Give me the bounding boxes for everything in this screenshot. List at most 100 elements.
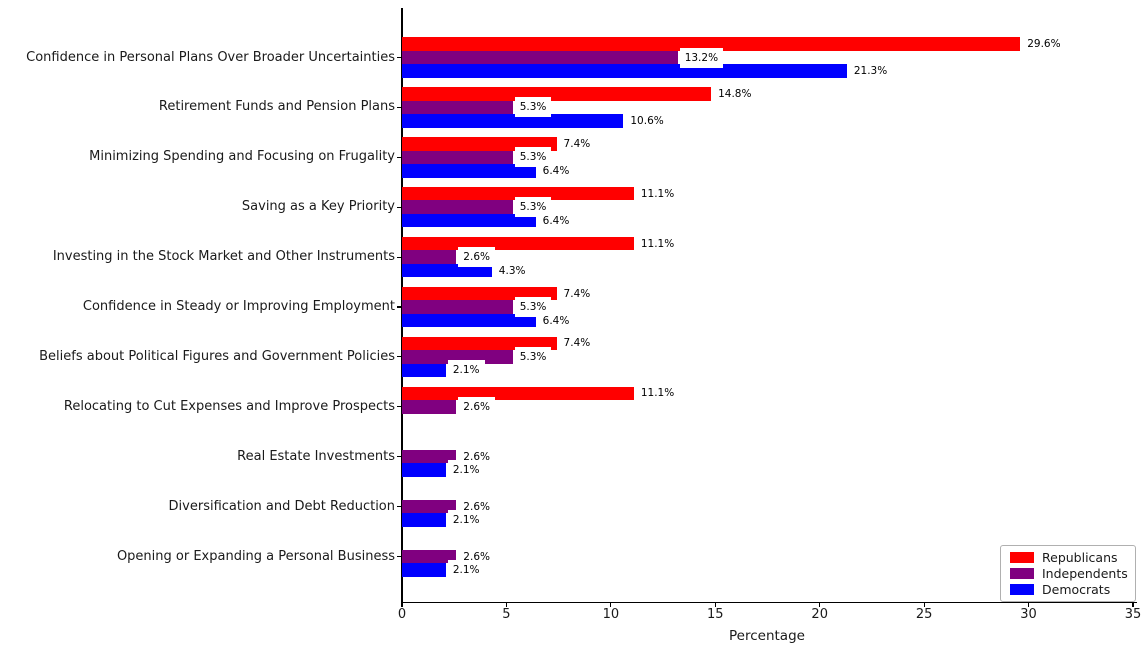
value-label: 6.4% — [537, 310, 575, 331]
category-label-real-estate-investments: Real Estate Investments — [237, 448, 395, 464]
bar-independents-real-estate-investments — [402, 449, 457, 464]
value-label: 21.3% — [848, 61, 893, 81]
y-tick-mark — [397, 206, 401, 208]
x-tick-mark — [819, 602, 821, 607]
category-label-opening-or-expanding-a-personal-business: Opening or Expanding a Personal Business — [116, 548, 395, 564]
bar-republicans-minimizing-spending-and-focusi — [402, 137, 557, 151]
value-label: 2.1% — [447, 560, 485, 580]
x-tick-mark — [714, 602, 716, 607]
y-tick-mark — [397, 406, 401, 408]
bar-independents-beliefs-about-political-figure — [402, 350, 513, 364]
bar-democrats-beliefs-about-political-figure — [402, 363, 446, 378]
value-label: 13.2% — [679, 47, 724, 68]
legend: Republicans Independents Democrats — [1000, 545, 1136, 602]
bar-democrats-investing-in-the-stock-market- — [402, 263, 492, 278]
x-axis-spine — [401, 601, 1137, 603]
bar-democrats-saving-as-a-key-priority — [402, 213, 536, 228]
bar-independents-investing-in-the-stock-market- — [402, 250, 457, 264]
category-label-diversification-and-debt-reduction: Diversification and Debt Reduction — [168, 498, 395, 514]
y-axis-spine — [401, 8, 403, 603]
bar-democrats-minimizing-spending-and-focusi — [402, 164, 536, 178]
bar-republicans-saving-as-a-key-priority — [402, 186, 634, 201]
bar-independents-minimizing-spending-and-focusi — [402, 150, 513, 165]
value-label: 7.4% — [558, 133, 596, 154]
category-label-retirement-funds-and-pension-plans: Retirement Funds and Pension Plans — [158, 99, 395, 115]
x-tick-mark — [1027, 602, 1030, 607]
legend-label-democrats: Democrats — [1042, 582, 1111, 597]
bar-democrats-opening-or-expanding-a-persona — [402, 563, 446, 577]
value-label: 11.1% — [635, 383, 680, 404]
value-label: 6.4% — [537, 210, 575, 231]
value-label: 2.1% — [447, 510, 485, 531]
legend-item-democrats: Democrats — [1010, 583, 1126, 596]
bar-republicans-retirement-funds-and-pension-p — [402, 87, 712, 101]
y-tick-mark — [397, 356, 401, 358]
value-label: 10.6% — [625, 110, 669, 131]
x-tick-label: 20 — [811, 607, 828, 622]
bar-independents-confidence-in-steady-or-improv — [402, 300, 513, 314]
value-label: 14.8% — [713, 83, 757, 104]
legend-item-independents: Independents — [1010, 566, 1128, 581]
legend-label-independents: Independents — [1042, 566, 1128, 581]
x-tick-label: 15 — [707, 607, 724, 622]
y-tick-mark — [397, 506, 401, 508]
category-label-confidence-in-steady-or-improving-employ: Confidence in Steady or Improving Employ… — [82, 299, 395, 314]
legend-swatch-independents — [1010, 568, 1034, 579]
bar-democrats-real-estate-investments — [402, 463, 446, 477]
value-label: 5.3% — [514, 346, 552, 367]
value-label: 7.4% — [558, 283, 596, 304]
value-label: 6.4% — [537, 160, 575, 181]
y-tick-mark — [397, 106, 401, 108]
y-tick-mark — [397, 306, 401, 308]
value-label: 2.6% — [458, 247, 495, 268]
bar-independents-opening-or-expanding-a-persona — [402, 549, 457, 564]
bar-democrats-confidence-in-steady-or-improv — [402, 313, 536, 328]
x-tick-label: 25 — [915, 607, 933, 622]
bar-independents-saving-as-a-key-priority — [402, 200, 513, 214]
y-tick-mark — [397, 256, 401, 258]
y-tick-mark — [397, 156, 401, 158]
x-tick-mark — [610, 602, 612, 607]
x-tick-label: 30 — [1020, 607, 1037, 622]
category-label-relocating-to-cut-expenses-and-improve-p: Relocating to Cut Expenses and Improve P… — [63, 398, 395, 414]
bar-republicans-confidence-in-personal-plans-o — [402, 37, 1021, 51]
bar-republicans-investing-in-the-stock-market- — [402, 236, 634, 251]
value-label: 2.6% — [458, 396, 495, 417]
bar-democrats-confidence-in-personal-plans-o — [402, 64, 847, 78]
x-tick-label: 0 — [397, 607, 407, 622]
value-label: 2.1% — [447, 460, 485, 481]
y-tick-mark — [397, 456, 401, 458]
x-tick-label: 5 — [502, 607, 511, 622]
value-label: 4.3% — [493, 260, 531, 281]
x-axis-title: Percentage — [729, 628, 805, 644]
x-tick-mark — [505, 602, 508, 607]
bar-democrats-retirement-funds-and-pension-p — [402, 114, 624, 128]
bar-republicans-relocating-to-cut-expenses-and — [402, 386, 634, 401]
value-label: 11.1% — [635, 183, 680, 204]
category-label-confidence-in-personal-plans-over-broade: Confidence in Personal Plans Over Broade… — [26, 49, 395, 65]
legend-item-republicans: Republicans — [1010, 551, 1126, 564]
x-tick-label: 35 — [1124, 607, 1142, 622]
legend-swatch-republicans — [1010, 552, 1034, 563]
x-tick-label: 10 — [602, 607, 620, 622]
bar-republicans-confidence-in-steady-or-improv — [402, 286, 557, 301]
legend-label-republicans: Republicans — [1042, 550, 1118, 565]
y-tick-mark — [397, 56, 401, 59]
y-tick-mark — [397, 555, 401, 558]
bar-democrats-diversification-and-debt-reduc — [402, 513, 446, 527]
bar-independents-retirement-funds-and-pension-p — [402, 100, 513, 115]
value-label: 5.3% — [514, 97, 552, 118]
category-label-minimizing-spending-and-focusing-on-frug: Minimizing Spending and Focusing on Frug… — [89, 149, 395, 165]
x-tick-mark — [1132, 602, 1134, 607]
bar-republicans-beliefs-about-political-figure — [402, 336, 557, 351]
bar-independents-relocating-to-cut-expenses-and — [402, 400, 457, 414]
category-label-beliefs-about-political-figures-and-gove: Beliefs about Political Figures and Gove… — [39, 348, 395, 364]
bar-independents-diversification-and-debt-reduc — [402, 499, 457, 514]
x-tick-mark — [401, 602, 403, 607]
value-label: 11.1% — [635, 233, 680, 254]
bar-independents-confidence-in-personal-plans-o — [402, 50, 678, 65]
legend-swatch-democrats — [1010, 584, 1034, 595]
value-label: 29.6% — [1022, 34, 1066, 54]
value-label: 2.1% — [447, 360, 485, 381]
